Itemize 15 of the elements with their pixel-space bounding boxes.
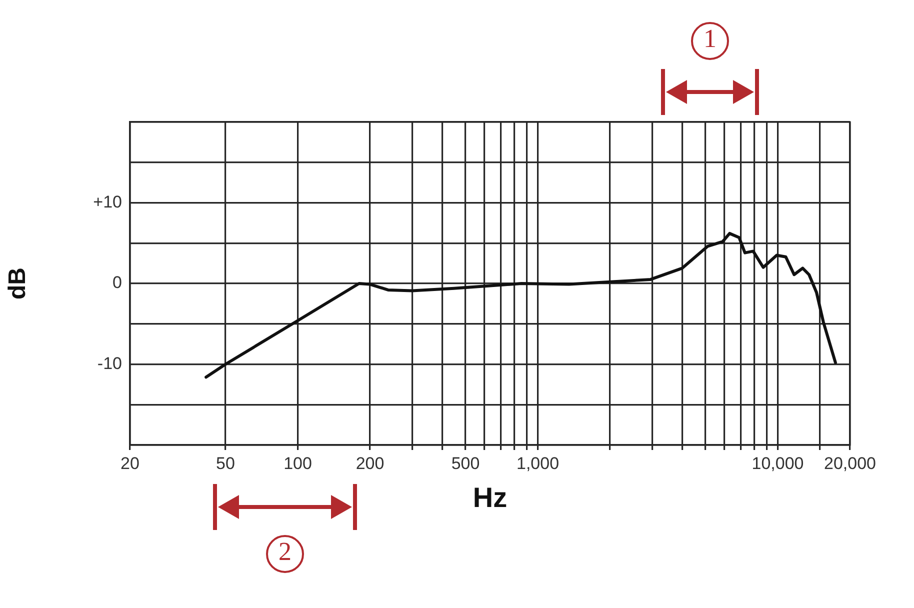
x-tick-label: 1,000 [516,454,560,473]
text: 2 [266,535,304,573]
x-tick-label: 100 [284,454,312,473]
x-tick-label: 500 [451,454,480,473]
text: 1 [691,22,729,60]
x-tick-label: 20 [120,454,140,473]
x-tick-label: 200 [356,454,384,473]
y-tick-label: 0 [112,273,122,292]
y-tick-label: -10 [97,354,122,373]
x-tick-label: 20,000 [824,454,876,473]
y-tick-label: +10 [93,192,122,212]
y-axis-title: dB [4,268,32,300]
x-tick-label: 10,000 [752,454,804,473]
x-axis-title: Hz [472,482,508,513]
x-tick-label: 50 [216,454,235,473]
